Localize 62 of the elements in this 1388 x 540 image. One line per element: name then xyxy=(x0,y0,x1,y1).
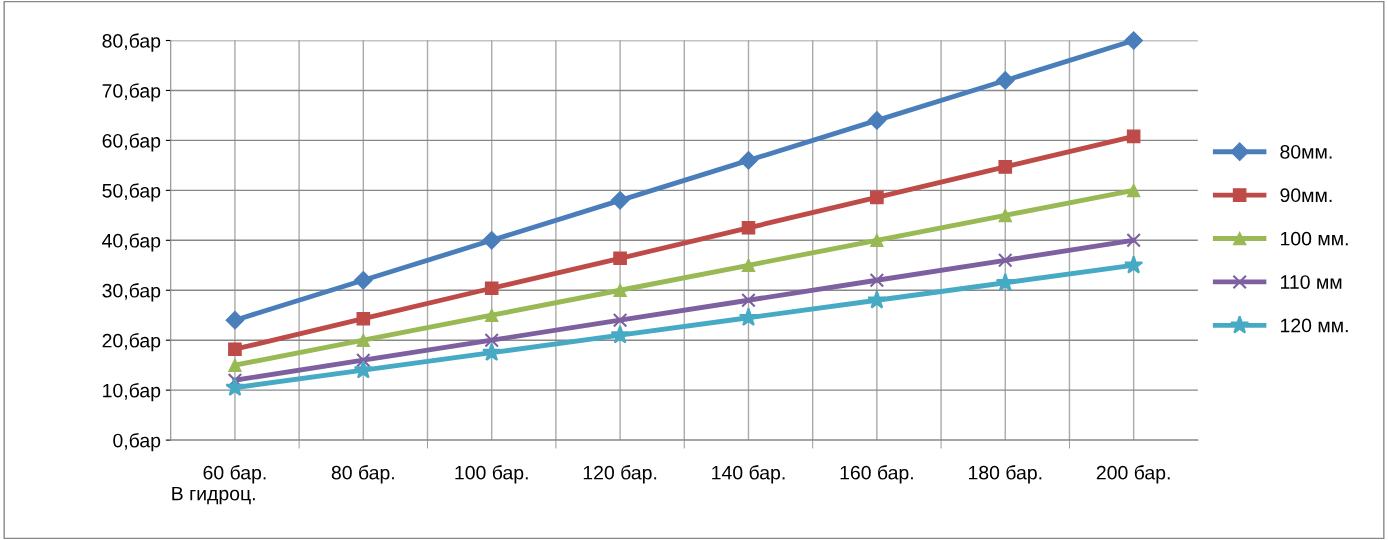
point xyxy=(741,292,756,308)
legend-label: 90мм. xyxy=(1280,188,1332,203)
x-tick-label: 100 бар. xyxy=(455,465,528,484)
y-tick-label: 0,бар xyxy=(113,432,161,452)
point xyxy=(1124,31,1144,50)
point xyxy=(738,307,759,327)
point xyxy=(995,272,1015,292)
y-tick-label: 50,бар xyxy=(102,183,161,202)
point xyxy=(484,308,499,323)
y-tick-label: 80,бар xyxy=(102,33,161,52)
y-tick-label: 70,бар xyxy=(102,83,161,102)
point xyxy=(867,111,887,130)
point xyxy=(225,310,245,330)
point xyxy=(867,290,887,309)
point xyxy=(741,258,756,273)
legend-label: 80мм. xyxy=(1280,144,1332,159)
point xyxy=(356,352,371,368)
y-tick-label: 20,бар xyxy=(102,333,161,352)
point xyxy=(228,342,242,356)
point xyxy=(482,230,502,250)
point xyxy=(741,221,756,235)
y-tick-label: 10,бар xyxy=(103,383,161,402)
point xyxy=(870,190,884,205)
x-tick-label: 80 бар. xyxy=(331,465,394,484)
x-tick-label: 120 бар. xyxy=(583,465,657,484)
point xyxy=(1126,183,1141,198)
point xyxy=(482,342,502,362)
x-tick-label: 160 бар. xyxy=(840,465,913,484)
point xyxy=(353,360,373,379)
point xyxy=(997,252,1013,268)
point xyxy=(613,251,627,266)
point xyxy=(353,270,373,290)
point xyxy=(612,312,628,328)
x-tick-label: 200 бар. xyxy=(1096,465,1170,484)
point xyxy=(1124,255,1144,274)
point xyxy=(228,358,242,372)
point xyxy=(1126,233,1141,248)
point xyxy=(613,283,627,298)
legend-label: 100 мм. xyxy=(1280,231,1348,246)
x-tick-label: 140 бар. xyxy=(712,465,785,484)
point xyxy=(870,233,884,248)
y-tick-label: 30,бар xyxy=(102,283,161,302)
point xyxy=(998,208,1013,223)
legend-label: 110 мм xyxy=(1280,275,1342,289)
x-tick-label: 60 бар. xyxy=(203,465,266,484)
point xyxy=(995,71,1015,90)
y-tick-label: 60,бар xyxy=(102,133,161,152)
point xyxy=(1126,129,1141,144)
point xyxy=(610,190,630,210)
point xyxy=(356,311,371,326)
point xyxy=(225,377,245,396)
point xyxy=(484,332,499,348)
point xyxy=(869,272,885,288)
legend-label: 120 мм. xyxy=(1280,318,1348,333)
point xyxy=(356,333,371,348)
x-axis-title: В гидроц. xyxy=(172,486,255,505)
point xyxy=(739,150,758,170)
point xyxy=(610,325,630,344)
x-tick-label: 180 бар. xyxy=(968,465,1042,484)
point xyxy=(484,281,499,296)
point xyxy=(998,160,1013,174)
y-tick-label: 40,бар xyxy=(102,233,161,252)
